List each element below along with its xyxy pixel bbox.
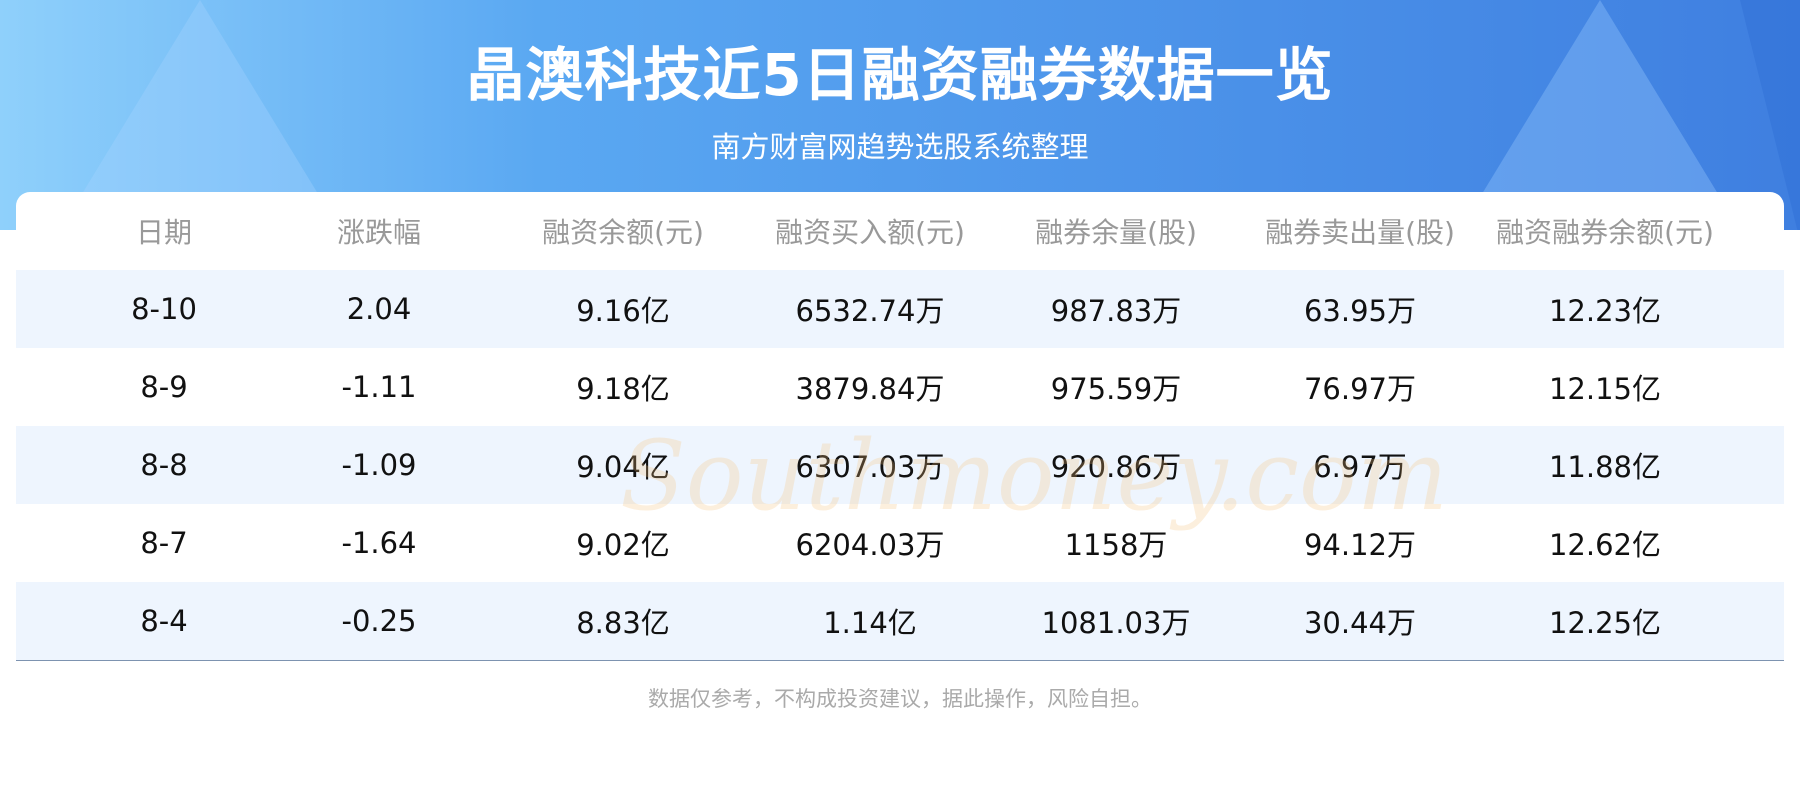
column-header: 涨跌幅 [336, 216, 422, 249]
table-header-row: 日期 涨跌幅 融资余额(元) 融资买入额(元) 融券余量(股) 融券卖出量(股) 融资融券余… [16, 192, 1784, 270]
table-cell: 8-7 [140, 526, 188, 560]
table-cell: 8-4 [140, 604, 188, 638]
column-header: 融资融券余额(元) [1496, 216, 1714, 249]
table-cell: 8-9 [140, 370, 188, 404]
table-cell: 9.02亿 [576, 528, 670, 562]
table-cell: 9.04亿 [576, 450, 670, 484]
table-cell: 8.83亿 [576, 606, 670, 640]
table-cell: 9.18亿 [576, 372, 670, 406]
table-row: 8-4 -0.25 8.83亿 1.14亿 1081.03万 30.44万 12.25亿 [16, 582, 1784, 660]
table-cell: 1081.03万 [1041, 606, 1191, 640]
table-cell: 1.14亿 [823, 606, 917, 640]
table-cell: 8-10 [131, 292, 197, 326]
table-cell: 8-8 [140, 448, 188, 482]
table-cell: -1.09 [341, 448, 417, 482]
table-cell: 12.15亿 [1548, 372, 1662, 406]
column-header: 融券余量(股) [1035, 216, 1197, 249]
table-cell: 987.83万 [1050, 294, 1182, 328]
table-cell: 12.62亿 [1548, 528, 1662, 562]
table-cell: 6532.74万 [795, 294, 945, 328]
disclaimer: 数据仅参考，不构成投资建议，据此操作，风险自担。 [648, 687, 1152, 711]
table-row: 8-9 -1.11 9.18亿 3879.84万 975.59万 76.97万 12.15亿 [16, 348, 1784, 426]
table-cell: -0.25 [341, 604, 417, 638]
table-row: 8-7 -1.64 9.02亿 6204.03万 1158万 94.12万 12.62亿 [16, 504, 1784, 582]
table-cell: 12.25亿 [1548, 606, 1662, 640]
page-subtitle: 南方财富网趋势选股系统整理 [711, 130, 1089, 164]
table-row: 8-10 2.04 9.16亿 6532.74万 987.83万 63.95万 12.23亿 [16, 270, 1784, 348]
column-header: 融券卖出量(股) [1265, 216, 1455, 249]
decor-shape [1460, 0, 1740, 230]
column-header: 日期 [135, 216, 193, 249]
table-cell: 63.95万 [1303, 294, 1417, 328]
column-header: 融资余额(元) [542, 216, 704, 249]
table-cell: 3879.84万 [795, 372, 945, 406]
column-header: 融资买入额(元) [775, 216, 965, 249]
table-cell: 6204.03万 [795, 528, 945, 562]
table-cell: 12.23亿 [1548, 294, 1662, 328]
table-cell: 6.97万 [1313, 450, 1407, 484]
table-cell: 975.59万 [1050, 372, 1182, 406]
table-cell: 11.88亿 [1548, 450, 1662, 484]
table-cell: 920.86万 [1050, 450, 1182, 484]
table-cell: 30.44万 [1303, 606, 1417, 640]
table-cell: 2.04 [346, 292, 412, 326]
table-cell: 76.97万 [1303, 372, 1417, 406]
table-row: 8-8 -1.09 9.04亿 6307.03万 920.86万 6.97万 11.88亿 [16, 426, 1784, 504]
data-table: 日期 涨跌幅 融资余额(元) 融资买入额(元) 融券余量(股) 融券卖出量(股) 融资融券余… [16, 192, 1784, 661]
table-cell: -1.64 [341, 526, 417, 560]
table-cell: 6307.03万 [795, 450, 945, 484]
table-cell: 1158万 [1064, 528, 1168, 562]
header-banner: 晶澳科技近5日融资融券数据一览 南方财富网趋势选股系统整理 [0, 0, 1800, 230]
table-cell: 9.16亿 [576, 294, 670, 328]
table-cell: 94.12万 [1303, 528, 1417, 562]
decor-shape [60, 0, 340, 230]
table-cell: -1.11 [341, 370, 417, 404]
page-title: 晶澳科技近5日融资融券数据一览 [466, 41, 1334, 109]
